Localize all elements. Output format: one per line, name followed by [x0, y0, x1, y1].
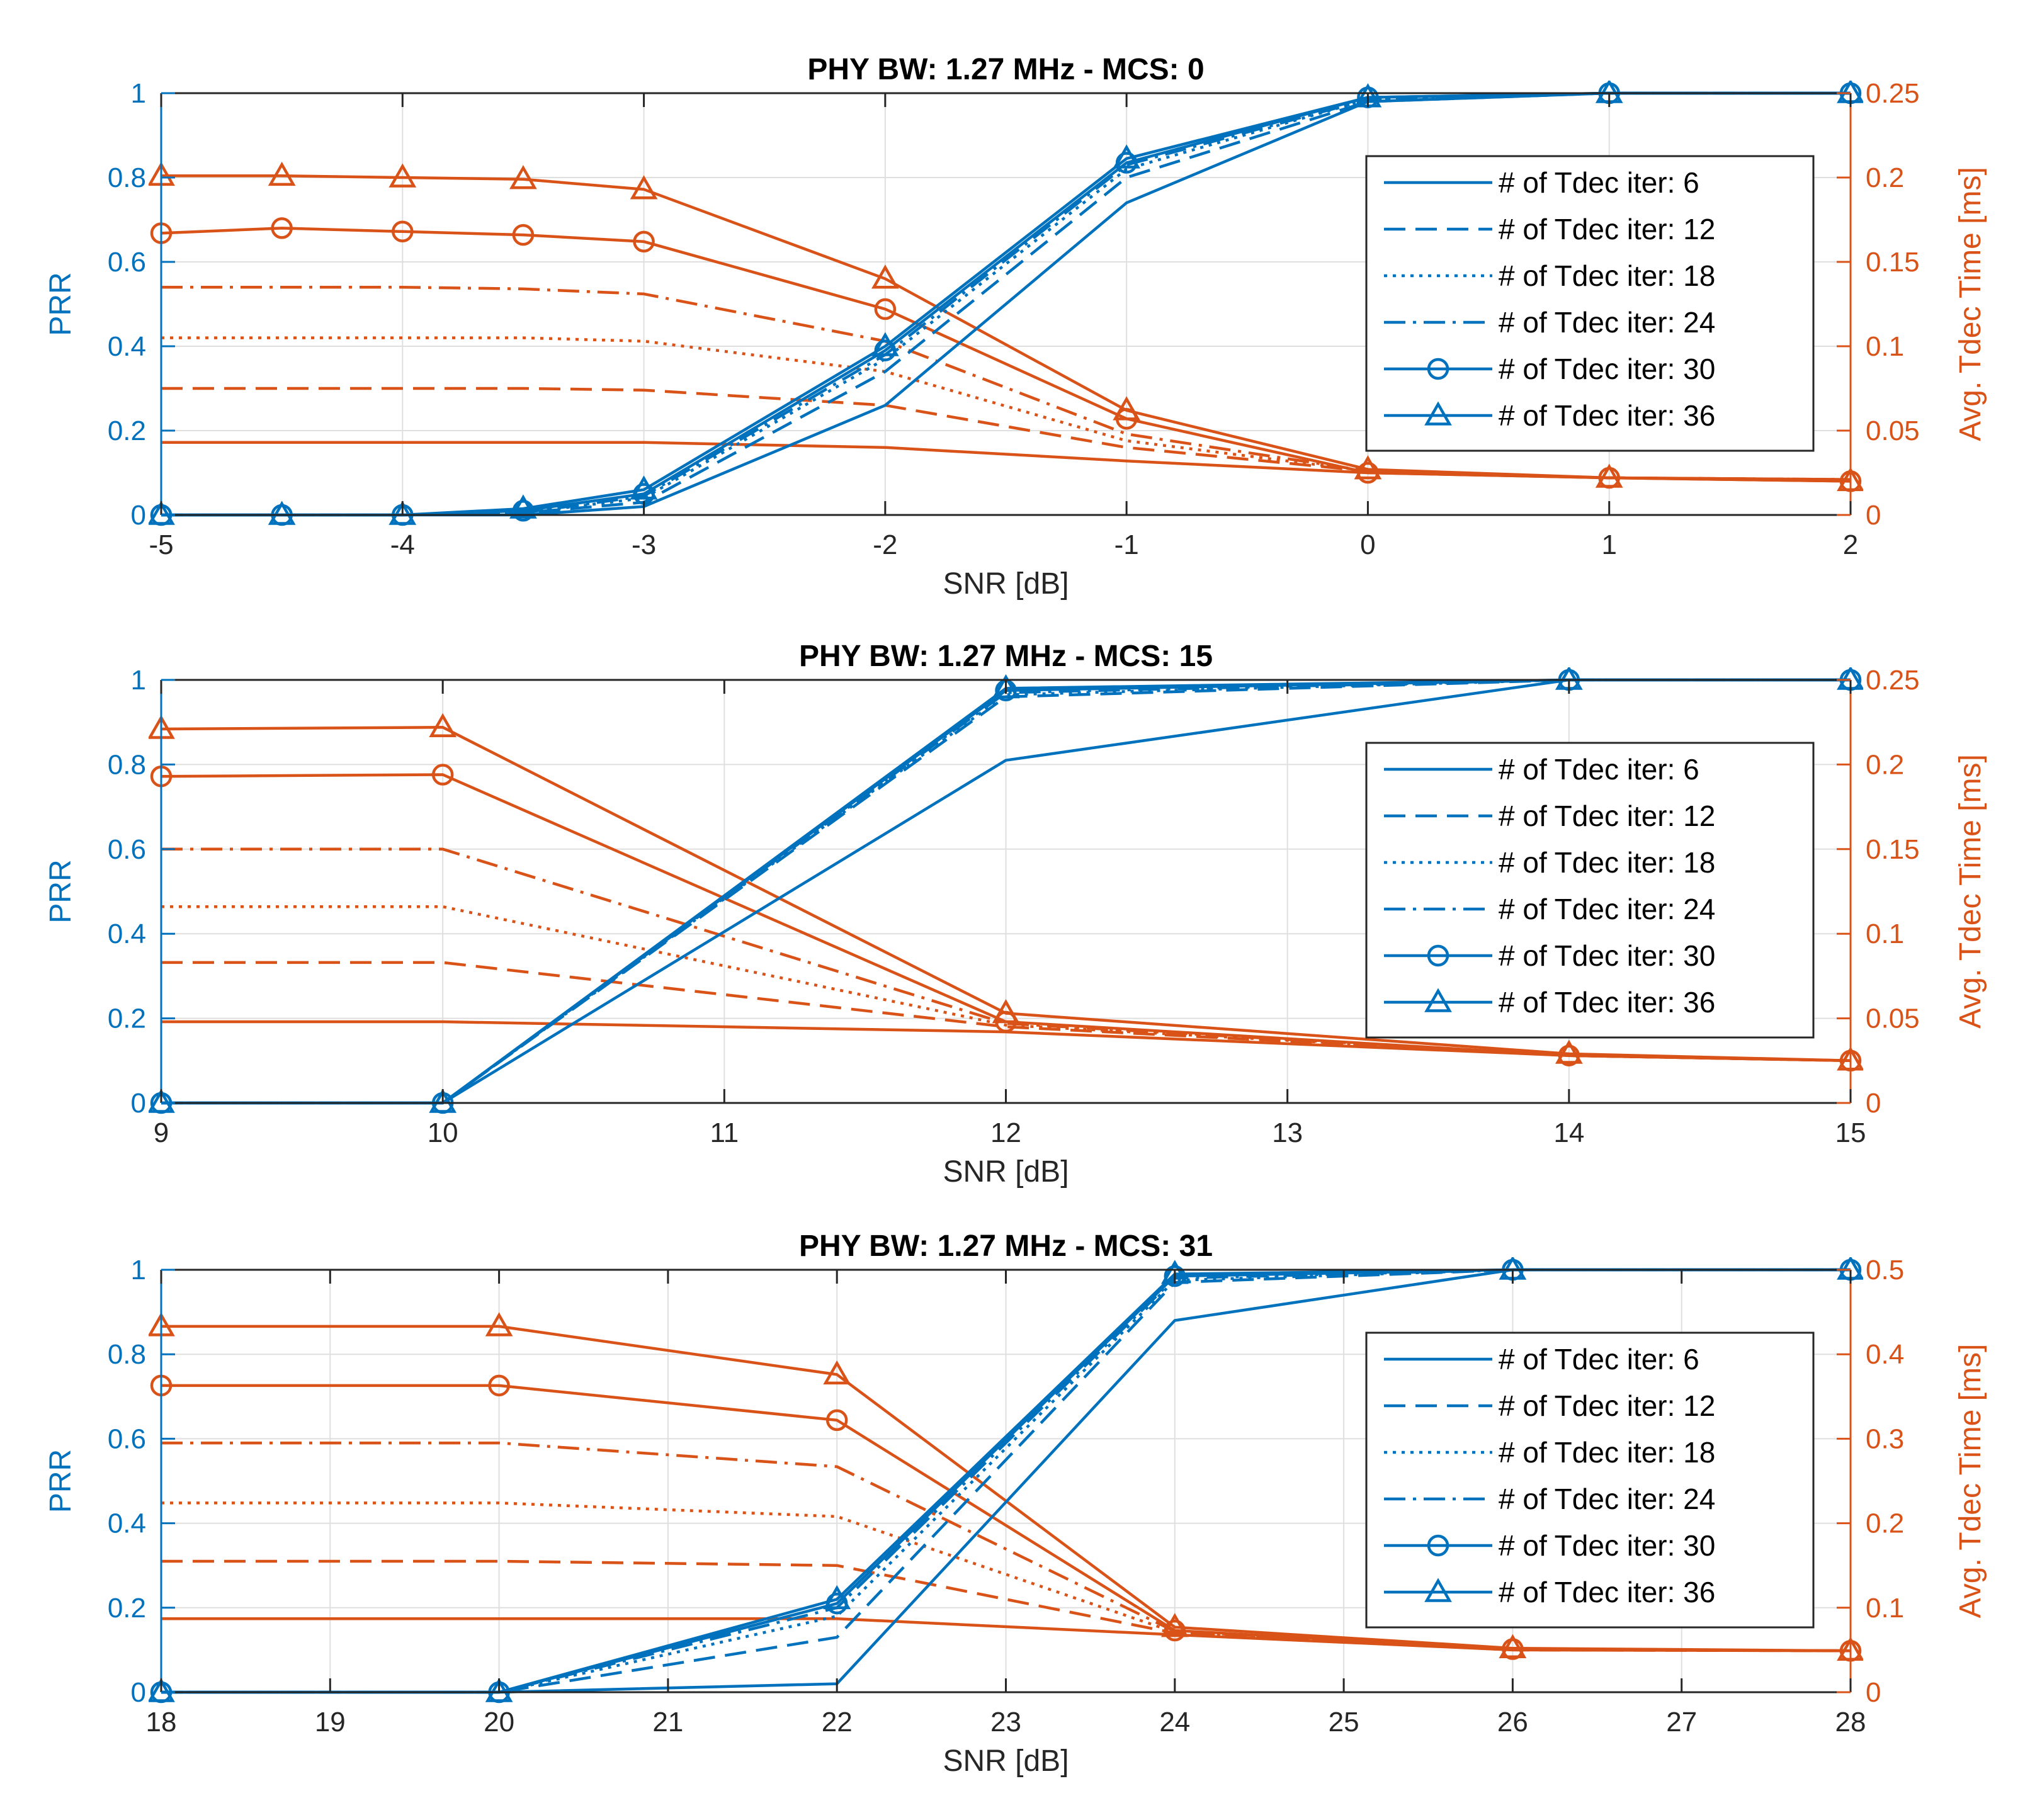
x-tick-label: 27	[1666, 1707, 1697, 1738]
chart-title: PHY BW: 1.27 MHz - MCS: 0	[807, 53, 1204, 86]
right-y-axis-label: Avg. Tdec Time [ms]	[1954, 167, 1987, 441]
right-y-tick-label: 0.15	[1866, 247, 1920, 278]
right-y-axis-label: Avg. Tdec Time [ms]	[1954, 754, 1987, 1029]
left-y-axis-label: PRR	[44, 859, 77, 923]
left-y-axis-label: PRR	[44, 1449, 77, 1513]
right-y-tick-label: 0.15	[1866, 834, 1920, 865]
x-tick-label: -2	[873, 529, 897, 560]
legend-entry-4: # of Tdec iter: 24	[1499, 893, 1715, 925]
right-y-tick-label: 0.5	[1866, 1255, 1904, 1286]
right-y-tick-label: 0.2	[1866, 749, 1904, 780]
chart-title: PHY BW: 1.27 MHz - MCS: 15	[799, 640, 1213, 673]
x-tick-label: 23	[990, 1707, 1021, 1738]
x-tick-label: 19	[315, 1707, 346, 1738]
x-axis-label: SNR [dB]	[943, 1155, 1069, 1189]
left-y-tick-label: 0.2	[108, 1003, 146, 1034]
subplot-1: -5 -4 -3 -2 -1 0 1 200.20.40.60.8100.050.10.150…	[44, 53, 1987, 601]
x-tick-label: 13	[1272, 1117, 1303, 1148]
right-y-tick-label: 0.05	[1866, 1003, 1920, 1034]
x-tick-label: 26	[1497, 1707, 1528, 1738]
left-y-tick-label: 0.8	[108, 1339, 146, 1370]
legend-entry-1: # of Tdec iter: 6	[1499, 166, 1699, 199]
figure: -5 -4 -3 -2 -1 0 1 200.20.40.60.8100.050.10.150…	[0, 0, 2030, 1820]
x-tick-label: -4	[390, 529, 415, 560]
x-tick-label: 14	[1553, 1117, 1584, 1148]
left-y-tick-label: 0.8	[108, 162, 146, 193]
right-y-tick-label: 0	[1866, 1677, 1881, 1708]
right-y-tick-label: 0.1	[1866, 918, 1904, 949]
left-y-tick-label: 0.6	[108, 834, 146, 865]
right-y-tick-label: 0.2	[1866, 162, 1904, 193]
left-y-tick-label: 0.6	[108, 1423, 146, 1454]
left-y-tick-label: 0	[131, 1677, 146, 1708]
right-y-tick-label: 0	[1866, 500, 1881, 531]
left-y-tick-label: 0	[131, 500, 146, 531]
x-tick-label: -1	[1114, 529, 1139, 560]
x-tick-label: 10	[428, 1117, 458, 1148]
right-y-tick-label: 0.4	[1866, 1339, 1904, 1370]
subplot-2: 9 10 11 12 13 14 1500.20.40.60.8100.050.10.150…	[44, 640, 1987, 1189]
legend-entry-1: # of Tdec iter: 6	[1499, 1343, 1699, 1376]
left-y-tick-label: 1	[131, 665, 146, 696]
legend-entry-2: # of Tdec iter: 12	[1499, 1389, 1715, 1422]
legend-entry-5: # of Tdec iter: 30	[1499, 353, 1715, 385]
legend: # of Tdec iter: 6 # of Tdec iter: 12 # of …	[1366, 743, 1813, 1037]
left-y-tick-label: 0.6	[108, 247, 146, 278]
left-y-tick-label: 0	[131, 1088, 146, 1119]
legend-entry-6: # of Tdec iter: 36	[1499, 986, 1715, 1019]
x-axis-label: SNR [dB]	[943, 1744, 1069, 1778]
right-y-tick-label: 0.25	[1866, 78, 1920, 109]
legend-entry-3: # of Tdec iter: 18	[1499, 1436, 1715, 1469]
right-y-axis-label: Avg. Tdec Time [ms]	[1954, 1344, 1987, 1619]
x-axis-label: SNR [dB]	[943, 567, 1069, 601]
legend-entry-4: # of Tdec iter: 24	[1499, 306, 1715, 339]
legend-entry-5: # of Tdec iter: 30	[1499, 939, 1715, 972]
right-y-tick-label: 0.25	[1866, 665, 1920, 696]
legend-entry-4: # of Tdec iter: 24	[1499, 1483, 1715, 1515]
legend-entry-6: # of Tdec iter: 36	[1499, 399, 1715, 432]
left-y-tick-label: 0.4	[108, 331, 146, 362]
left-y-tick-label: 0.2	[108, 1593, 146, 1624]
x-tick-label: 11	[710, 1117, 739, 1148]
x-tick-label: -5	[149, 529, 173, 560]
left-y-axis-label: PRR	[44, 272, 77, 336]
x-tick-label: 15	[1835, 1117, 1866, 1148]
legend-entry-6: # of Tdec iter: 36	[1499, 1576, 1715, 1608]
right-y-tick-label: 0.1	[1866, 331, 1904, 362]
legend-entry-3: # of Tdec iter: 18	[1499, 846, 1715, 879]
legend-entry-3: # of Tdec iter: 18	[1499, 259, 1715, 292]
x-tick-label: 9	[154, 1117, 169, 1148]
legend-entry-2: # of Tdec iter: 12	[1499, 800, 1715, 832]
x-tick-label: 1	[1601, 529, 1616, 560]
legend-entry-1: # of Tdec iter: 6	[1499, 753, 1699, 786]
x-tick-label: 21	[652, 1707, 683, 1738]
right-y-tick-label: 0.1	[1866, 1593, 1904, 1624]
x-tick-label: 12	[990, 1117, 1021, 1148]
x-tick-label: 28	[1835, 1707, 1866, 1738]
x-tick-label: 0	[1360, 529, 1375, 560]
subplot-3: 18 19 20 21 22 23 24 25 26 27 2800.20.40.60.8100.1…	[44, 1229, 1987, 1778]
x-tick-label: 2	[1843, 529, 1858, 560]
left-y-tick-label: 0.4	[108, 918, 146, 949]
left-y-tick-label: 1	[131, 78, 146, 109]
x-tick-label: 24	[1159, 1707, 1190, 1738]
legend: # of Tdec iter: 6 # of Tdec iter: 12 # of …	[1366, 1333, 1813, 1627]
chart-title: PHY BW: 1.27 MHz - MCS: 31	[799, 1229, 1213, 1263]
x-tick-label: 22	[822, 1707, 853, 1738]
left-y-tick-label: 0.4	[108, 1508, 146, 1539]
left-y-tick-label: 0.8	[108, 749, 146, 780]
left-y-tick-label: 0.2	[108, 415, 146, 446]
x-tick-label: -3	[632, 529, 656, 560]
x-tick-label: 25	[1329, 1707, 1359, 1738]
left-y-tick-label: 1	[131, 1255, 146, 1286]
right-y-tick-label: 0	[1866, 1088, 1881, 1119]
legend-entry-5: # of Tdec iter: 30	[1499, 1529, 1715, 1562]
legend: # of Tdec iter: 6 # of Tdec iter: 12 # of …	[1366, 156, 1813, 451]
x-tick-label: 18	[146, 1707, 177, 1738]
x-tick-label: 20	[484, 1707, 514, 1738]
legend-entry-2: # of Tdec iter: 12	[1499, 213, 1715, 246]
right-y-tick-label: 0.2	[1866, 1508, 1904, 1539]
right-y-tick-label: 0.05	[1866, 415, 1920, 446]
right-y-tick-label: 0.3	[1866, 1423, 1904, 1454]
